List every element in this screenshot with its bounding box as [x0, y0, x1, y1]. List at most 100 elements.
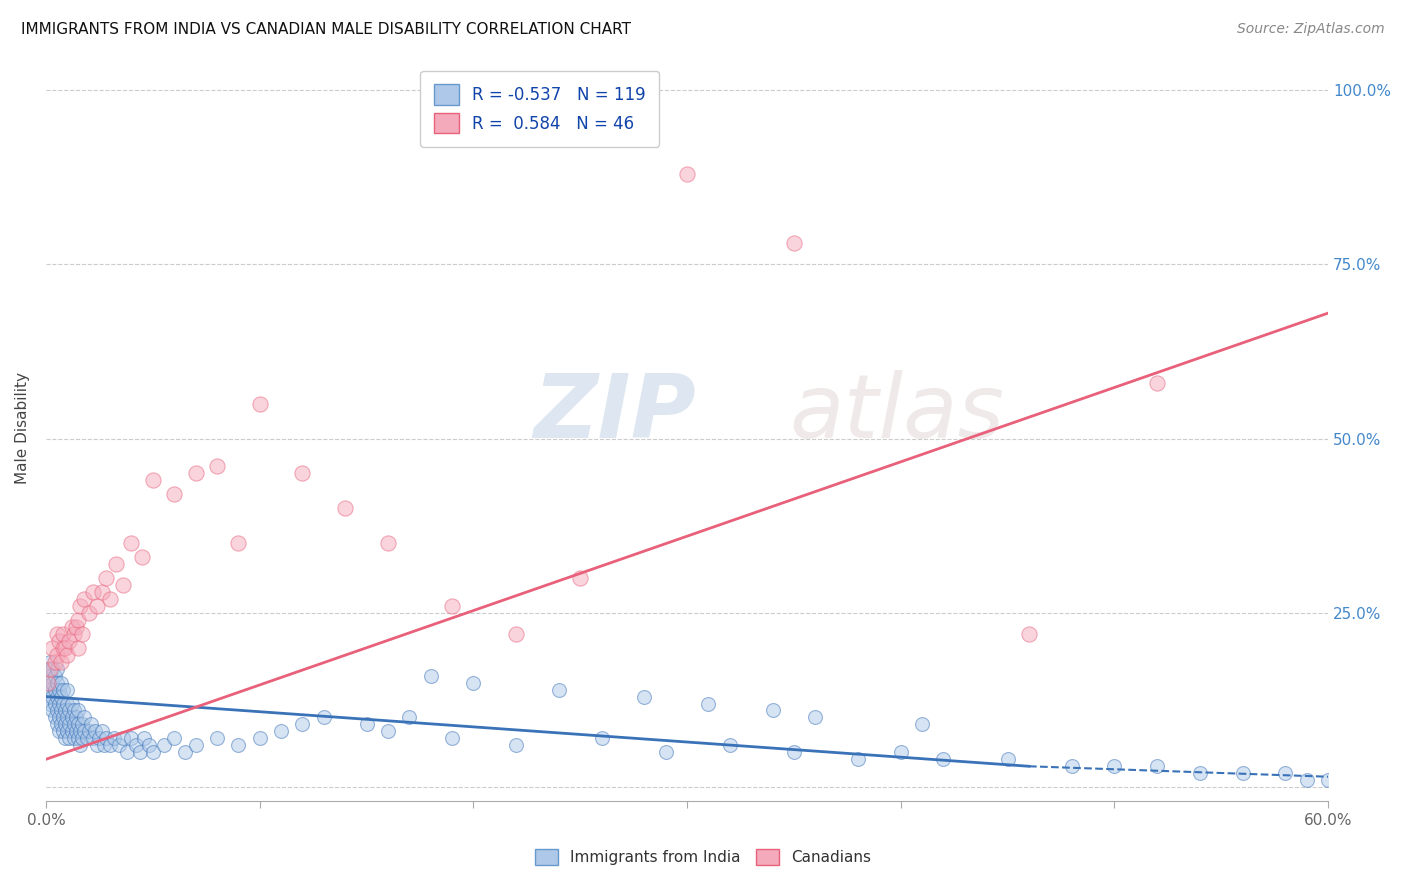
Point	[44, 682, 66, 697]
Point	[103, 731, 125, 746]
Point	[66, 717, 89, 731]
Point	[37, 690, 59, 704]
Point	[56, 724, 79, 739]
Point	[440, 731, 463, 746]
Point	[911, 717, 934, 731]
Point	[45, 662, 67, 676]
Point	[39, 682, 62, 697]
Point	[184, 467, 207, 481]
Point	[120, 731, 142, 746]
Point	[94, 571, 117, 585]
Point	[547, 682, 569, 697]
Point	[58, 717, 80, 731]
Point	[226, 536, 249, 550]
Point	[60, 697, 83, 711]
Point	[72, 731, 94, 746]
Point	[1060, 759, 1083, 773]
Point	[419, 668, 441, 682]
Point	[56, 648, 79, 662]
Point	[41, 640, 63, 655]
Y-axis label: Male Disability: Male Disability	[15, 372, 30, 484]
Point	[37, 675, 59, 690]
Point	[45, 690, 67, 704]
Point	[58, 731, 80, 746]
Point	[45, 717, 67, 731]
Point	[84, 724, 107, 739]
Point	[49, 690, 72, 704]
Point	[73, 710, 96, 724]
Point	[291, 467, 314, 481]
Point	[65, 724, 87, 739]
Point	[52, 682, 75, 697]
Point	[60, 710, 83, 724]
Point	[377, 724, 399, 739]
Point	[676, 167, 699, 181]
Point	[932, 752, 955, 766]
Point	[138, 739, 160, 753]
Point	[997, 752, 1019, 766]
Point	[60, 620, 83, 634]
Point	[1295, 773, 1317, 788]
Point	[76, 731, 98, 746]
Point	[41, 690, 63, 704]
Point	[77, 606, 100, 620]
Point	[69, 599, 91, 613]
Point	[249, 397, 271, 411]
Point	[73, 591, 96, 606]
Point	[41, 704, 63, 718]
Point	[377, 536, 399, 550]
Point	[205, 459, 228, 474]
Point	[41, 662, 63, 676]
Point	[52, 710, 75, 724]
Point	[1146, 376, 1168, 390]
Point	[356, 717, 378, 731]
Point	[39, 668, 62, 682]
Point	[53, 717, 76, 731]
Point	[205, 731, 228, 746]
Point	[142, 745, 165, 759]
Point	[569, 571, 592, 585]
Point	[37, 662, 59, 676]
Point	[49, 717, 72, 731]
Point	[48, 633, 70, 648]
Point	[129, 745, 152, 759]
Point	[505, 627, 527, 641]
Point	[1018, 627, 1040, 641]
Point	[86, 599, 108, 613]
Point	[173, 745, 195, 759]
Point	[66, 704, 89, 718]
Point	[90, 724, 112, 739]
Point	[44, 668, 66, 682]
Point	[804, 710, 827, 724]
Point	[44, 697, 66, 711]
Point	[90, 585, 112, 599]
Point	[184, 739, 207, 753]
Point	[783, 745, 806, 759]
Point	[45, 648, 67, 662]
Point	[142, 474, 165, 488]
Point	[93, 739, 115, 753]
Point	[80, 717, 103, 731]
Point	[270, 724, 292, 739]
Point	[463, 675, 485, 690]
Point	[52, 697, 75, 711]
Text: atlas: atlas	[790, 370, 1004, 456]
Point	[890, 745, 912, 759]
Point	[45, 675, 67, 690]
Point	[39, 697, 62, 711]
Point	[49, 655, 72, 669]
Point	[66, 613, 89, 627]
Point	[52, 640, 75, 655]
Point	[111, 731, 134, 746]
Point	[62, 627, 84, 641]
Point	[44, 655, 66, 669]
Point	[1232, 766, 1254, 780]
Point	[654, 745, 676, 759]
Point	[39, 662, 62, 676]
Point	[53, 640, 76, 655]
Point	[1317, 773, 1340, 788]
Legend: Immigrants from India, Canadians: Immigrants from India, Canadians	[529, 843, 877, 871]
Point	[69, 739, 91, 753]
Point	[115, 745, 138, 759]
Point	[62, 717, 84, 731]
